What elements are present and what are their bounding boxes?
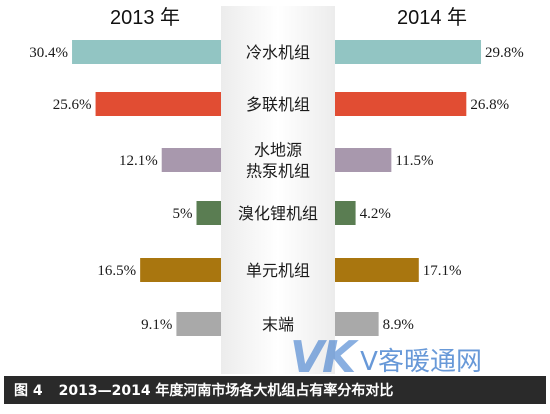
- right-year-title: 2014 年: [397, 6, 467, 29]
- bar-2014-0: [335, 40, 482, 64]
- bar-2013-0: [72, 40, 221, 64]
- watermark-logo: VK: [290, 332, 356, 383]
- category-label-2-line-0: 水地源: [254, 141, 302, 160]
- bar-2013-4: [140, 258, 221, 282]
- figure-number: 图 4: [14, 383, 43, 399]
- center-label-band: [221, 6, 335, 374]
- bar-2014-2: [335, 148, 392, 172]
- bar-2013-5: [176, 312, 221, 336]
- value-label-2013-4: 16.5%: [97, 263, 136, 279]
- figure-caption-text: 2013—2014 年度河南市场各大机组占有率分布对比: [58, 383, 394, 399]
- value-label-2013-1: 25.6%: [53, 97, 92, 113]
- value-label-2013-5: 9.1%: [141, 317, 172, 333]
- category-label-2-line-1: 热泵机组: [246, 162, 310, 181]
- value-label-2014-3: 4.2%: [360, 206, 391, 222]
- bar-2014-5: [335, 312, 379, 336]
- left-year-title: 2013 年: [110, 6, 180, 29]
- value-label-2014-0: 29.8%: [485, 45, 524, 61]
- watermark-text: V客暖通网: [360, 347, 482, 377]
- value-label-2013-0: 30.4%: [29, 45, 68, 61]
- bar-2014-4: [335, 258, 419, 282]
- value-label-2014-4: 17.1%: [423, 263, 462, 279]
- value-label-2013-2: 12.1%: [119, 153, 158, 169]
- value-label-2013-3: 5%: [173, 206, 193, 222]
- value-label-2014-1: 26.8%: [470, 97, 509, 113]
- figure-caption: 图 4 2013—2014 年度河南市场各大机组占有率分布对比: [4, 376, 546, 404]
- bar-2013-3: [196, 201, 221, 225]
- category-label-0: 冷水机组: [246, 43, 310, 62]
- value-label-2014-2: 11.5%: [395, 153, 433, 169]
- bar-2014-1: [335, 92, 467, 116]
- category-label-4: 单元机组: [246, 261, 310, 280]
- value-label-2014-5: 8.9%: [383, 317, 414, 333]
- category-label-3: 溴化锂机组: [238, 204, 318, 223]
- bar-2013-2: [161, 148, 221, 172]
- category-label-1: 多联机组: [246, 95, 310, 114]
- watermark: VK V客暖通网: [290, 336, 482, 380]
- bar-2014-3: [335, 201, 356, 225]
- category-label-5: 末端: [262, 315, 294, 334]
- bar-2013-1: [95, 92, 221, 116]
